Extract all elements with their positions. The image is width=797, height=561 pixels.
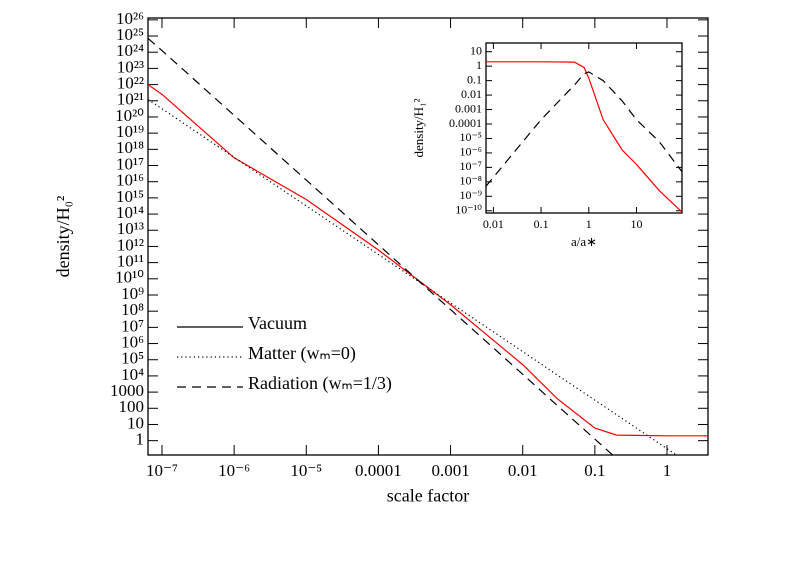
y-axis-label: density/H₁² xyxy=(411,98,426,157)
y-tick-label: 10²¹ xyxy=(117,90,144,109)
x-axis-label: scale factor xyxy=(387,486,469,506)
plot-frame xyxy=(485,42,683,214)
y-tick-label: 10¹³ xyxy=(117,219,144,238)
y-tick-label: 10 xyxy=(470,43,482,57)
y-tick-label: 10²⁵ xyxy=(116,25,144,44)
x-tick-label: 0.001 xyxy=(431,461,469,480)
y-tick-label: 10 xyxy=(127,413,144,432)
x-axis-label: a/a∗ xyxy=(571,234,597,249)
y-tick-label: 10⁻⁶ xyxy=(459,145,482,159)
x-tick-label: 10 xyxy=(630,217,642,231)
y-tick-label: 10⁻⁷ xyxy=(459,159,482,173)
y-tick-label: 10⁶ xyxy=(121,332,144,351)
y-tick-label: 10⁻⁸ xyxy=(459,174,482,188)
y-tick-label: 10²⁰ xyxy=(115,106,144,125)
series-group xyxy=(148,37,708,455)
y-tick-label: 10⁻⁹ xyxy=(459,188,482,202)
y-tick-label: 10²² xyxy=(117,73,144,92)
series-line xyxy=(148,98,678,455)
legend: Vacuum Matter (wₘ=0) Radiation (wₘ=1/3) xyxy=(177,313,392,394)
y-tick-label: 1 xyxy=(476,58,482,72)
y-tick-label: 0.01 xyxy=(461,87,482,101)
legend-label: Vacuum xyxy=(248,313,307,333)
y-tick-label: 10⁴ xyxy=(121,365,144,384)
x-tick-label: 0.01 xyxy=(508,461,538,480)
y-tick-label: 10¹² xyxy=(117,235,144,254)
x-tick-label: 1 xyxy=(586,217,592,231)
series-line xyxy=(486,71,682,187)
y-tick-label: 10⁻⁵ xyxy=(459,130,482,144)
legend-label: Matter (wₘ=0) xyxy=(248,343,356,364)
x-tick-label: 0.01 xyxy=(483,217,504,231)
y-tick-label: 10²⁶ xyxy=(116,9,144,28)
y-tick-label: 10¹⁸ xyxy=(116,138,144,157)
y-tick-label: 0.0001 xyxy=(449,116,482,130)
plot-0: 10⁻⁷ 10⁻⁶ 10⁻⁵ 0.0001 0.001 0.01 0.1 1110100100… xyxy=(53,9,709,506)
series-line xyxy=(486,61,682,213)
x-tick-label: 0.1 xyxy=(534,217,549,231)
y-tick-label: 10¹⁵ xyxy=(116,187,144,206)
y-tick-label: 0.001 xyxy=(455,101,482,115)
x-tick-label: 1 xyxy=(663,461,672,480)
y-tick-label: 10¹⁰ xyxy=(115,268,144,287)
y-tick-label: 10⁸ xyxy=(121,300,144,319)
y-tick-label: 1 xyxy=(136,430,145,449)
y-tick-label: 100 xyxy=(119,397,145,416)
series-line xyxy=(148,37,614,455)
x-tick-label: 0.0001 xyxy=(355,461,402,480)
x-tick-label: 10⁻⁶ xyxy=(218,461,250,480)
y-tick-label: 10¹⁴ xyxy=(116,203,144,222)
y-tick-label: 10²³ xyxy=(117,57,144,76)
y-tick-label: 10¹⁶ xyxy=(116,171,144,190)
x-tick-label: 0.1 xyxy=(584,461,605,480)
series-group xyxy=(486,61,682,213)
y-tick-label: 1000 xyxy=(110,381,144,400)
y-tick-label: 10⁻¹⁰ xyxy=(455,203,482,217)
plot-1: 0.01 0.1 1 101010.10.010.0010.000110⁻⁵10⁻⁶1… xyxy=(411,42,683,249)
y-tick-label: 10¹⁷ xyxy=(116,154,144,173)
series-line xyxy=(148,84,708,437)
y-tick-label: 10²⁴ xyxy=(116,41,144,60)
y-tick-label: 10⁷ xyxy=(121,316,144,335)
plot-frame xyxy=(147,17,709,456)
y-tick-label: 10⁹ xyxy=(121,284,144,303)
legend-label: Radiation (wₘ=1/3) xyxy=(248,373,392,394)
y-axis-label: density/H₀² xyxy=(53,196,73,278)
y-tick-label: 10⁵ xyxy=(121,349,144,368)
y-tick-label: 10¹⁹ xyxy=(116,122,144,141)
x-tick-label: 10⁻⁷ xyxy=(146,461,178,480)
x-tick-label: 10⁻⁵ xyxy=(290,461,322,480)
y-tick-label: 0.1 xyxy=(467,72,482,86)
y-tick-label: 10¹¹ xyxy=(117,252,144,271)
